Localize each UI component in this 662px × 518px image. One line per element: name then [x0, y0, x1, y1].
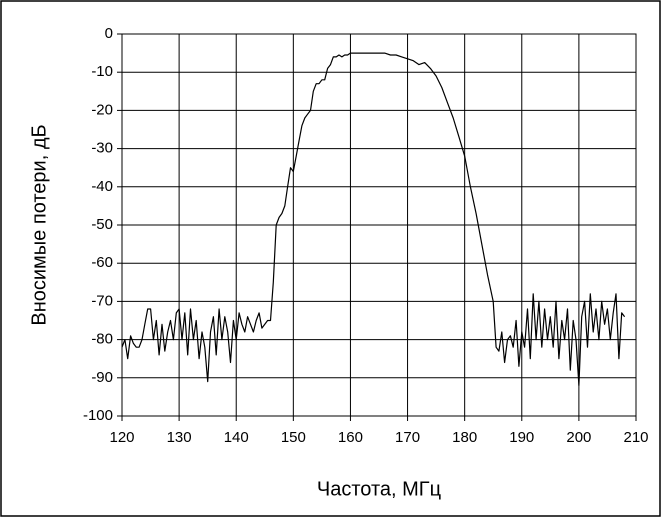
y-tick-label: -10	[91, 63, 113, 80]
y-tick-label: -30	[91, 140, 113, 157]
y-tick-label: -90	[91, 369, 113, 386]
y-tick-label: -40	[91, 178, 113, 195]
x-tick-label: 180	[452, 429, 477, 446]
y-tick-label: -60	[91, 254, 113, 271]
y-tick-label: 0	[105, 25, 113, 42]
plot-area	[121, 33, 637, 417]
y-tick-label: -50	[91, 216, 113, 233]
x-tick-label: 130	[167, 429, 192, 446]
x-tick-label: 150	[281, 429, 306, 446]
y-tick-label: -100	[83, 407, 113, 424]
data-line	[121, 52, 626, 386]
x-tick-label: 190	[509, 429, 534, 446]
x-tick-label: 140	[224, 429, 249, 446]
x-tick-label: 120	[109, 429, 134, 446]
x-axis-label: Частота, МГц	[317, 478, 441, 500]
y-tick-label: -70	[91, 292, 113, 309]
y-axis-label: Вносимые потери, дБ	[28, 124, 50, 325]
y-tick-label: -80	[91, 331, 113, 348]
x-tick-label: 170	[395, 429, 420, 446]
x-tick-label: 200	[566, 429, 591, 446]
x-tick-label: 160	[338, 429, 363, 446]
y-tick-label: -20	[91, 101, 113, 118]
x-tick-label: 210	[623, 429, 648, 446]
